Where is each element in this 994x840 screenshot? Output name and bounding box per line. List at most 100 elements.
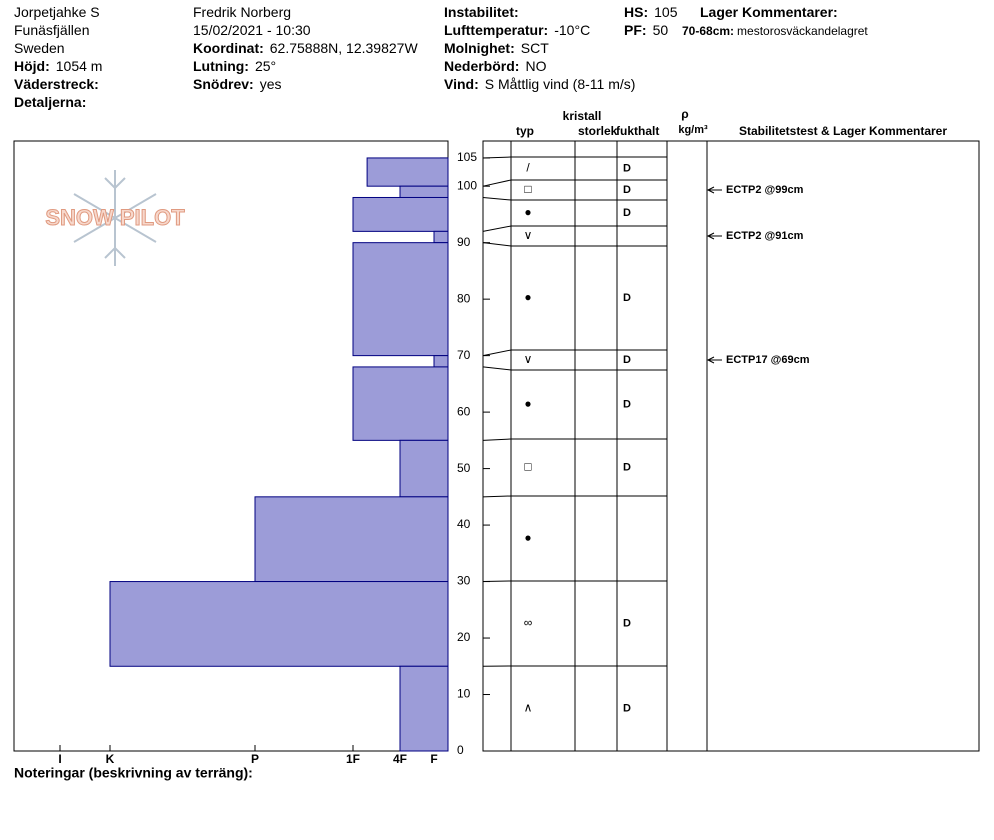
- test-arrow-head: [706, 186, 715, 194]
- header-label: Väderstreck:: [14, 76, 99, 92]
- header-label: Instabilitet:: [444, 4, 519, 20]
- grain-type: ●: [524, 397, 531, 411]
- header-line: 70-68cm: mestorosväckandelagret: [682, 22, 868, 40]
- logo-text: SNOW PILOT: [45, 205, 185, 230]
- wetness: D: [623, 461, 631, 473]
- hardness-bar: [352, 242, 449, 357]
- header-label: Lutning:: [193, 58, 249, 74]
- hardness-bar: [433, 355, 449, 368]
- hardness-bar: [254, 496, 449, 583]
- stability-test: ECTP2 @99cm: [726, 184, 804, 196]
- col-header: typ: [516, 124, 534, 138]
- test-arrow-head: [706, 356, 715, 364]
- hardness-bar: [352, 366, 449, 441]
- header-value: 25°: [254, 58, 277, 74]
- footer: Noteringar (beskrivning av terräng):: [14, 765, 253, 781]
- header-line: Nederbörd: NO: [444, 57, 546, 75]
- y-tick-label: 40: [457, 517, 471, 531]
- header-label: Lufttemperatur:: [444, 22, 549, 38]
- y-tick-label: 80: [457, 291, 471, 305]
- header-text: Sweden: [14, 40, 65, 56]
- y-tick-label: 50: [457, 461, 471, 475]
- hardness-bar: [433, 230, 449, 244]
- y-tick-label: 70: [457, 348, 471, 362]
- header-line: Sweden: [14, 39, 65, 57]
- hardness-bar: [366, 157, 449, 187]
- layer-connector: [482, 242, 667, 247]
- header-label: Lager Kommentarer:: [700, 4, 838, 20]
- header-label: Höjd:: [14, 58, 50, 74]
- layer-connector: [482, 580, 667, 583]
- header-value: SCT: [520, 40, 549, 56]
- hardness-bar: [352, 196, 449, 232]
- x-tick-label: I: [58, 752, 61, 766]
- col-header: kg/m³: [678, 124, 708, 136]
- hardness-bar: [399, 439, 449, 498]
- x-tick-label: 1F: [346, 752, 360, 766]
- header-value: NO: [525, 58, 547, 74]
- header-line: HS: 105: [624, 3, 677, 21]
- x-tick-label: F: [430, 752, 437, 766]
- layer-connector: [482, 366, 667, 371]
- header-value: 1054 m: [55, 58, 103, 74]
- header-value: 62.75888N, 12.39827W: [269, 40, 418, 56]
- col-header: Stabilitetstest & Lager Kommentarer: [739, 124, 947, 138]
- y-tick-label: 60: [457, 404, 471, 418]
- hardness-bar: [399, 185, 449, 198]
- header-label: Koordinat:: [193, 40, 264, 56]
- grain-type: □: [524, 182, 531, 196]
- header-line: Detaljerna:: [14, 93, 92, 111]
- header-label: Vind:: [444, 76, 479, 92]
- layer-connector: [482, 438, 667, 441]
- layer-connector: [482, 349, 667, 357]
- header-label: PF:: [624, 22, 647, 38]
- header-line: PF: 50: [624, 21, 668, 39]
- header-value: yes: [259, 76, 282, 92]
- header-line: Snödrev: yes: [193, 75, 281, 93]
- header-line: Molnighet: SCT: [444, 39, 549, 57]
- header-text: Jorpetjahke S: [14, 4, 100, 20]
- wetness: D: [623, 162, 631, 174]
- header-line: Fredrik Norberg: [193, 3, 291, 21]
- header-value: -10°C: [554, 22, 591, 38]
- header-label: Nederbörd:: [444, 58, 520, 74]
- header-line: Jorpetjahke S: [14, 3, 100, 21]
- grain-type: /: [526, 161, 530, 175]
- grain-type: □: [524, 460, 531, 474]
- y-tick-label: 100: [457, 178, 477, 192]
- layer-connector: [482, 156, 667, 159]
- wetness: D: [623, 354, 631, 366]
- header-value: 105: [654, 4, 678, 20]
- header-line: Lutning: 25°: [193, 57, 276, 75]
- wetness: D: [623, 207, 631, 219]
- grain-type: ●: [524, 205, 531, 219]
- y-tick-label: 0: [457, 743, 464, 757]
- header-text: Fredrik Norberg: [193, 4, 292, 20]
- header-label: Molnighet:: [444, 40, 515, 56]
- y-tick-label: 105: [457, 150, 477, 164]
- grain-type: ●: [524, 531, 531, 545]
- grain-type: ●: [524, 290, 531, 304]
- x-tick-label: K: [106, 752, 115, 766]
- grain-type: ∞: [524, 616, 533, 630]
- test-arrow-head: [706, 232, 715, 240]
- wetness: D: [623, 292, 631, 304]
- header-value: S Måttlig vind (8-11 m/s): [484, 76, 636, 92]
- header-line: Höjd: 1054 m: [14, 57, 102, 75]
- grain-type: ∨: [524, 352, 533, 366]
- header-label: 70-68cm:: [682, 24, 735, 38]
- wetness: D: [623, 702, 631, 714]
- col-header: kristall: [563, 109, 602, 123]
- table-frame: [482, 140, 980, 752]
- y-tick-label: 90: [457, 235, 471, 249]
- layer-connector: [482, 196, 667, 201]
- grain-type: ∨: [524, 228, 533, 242]
- wetness: D: [623, 398, 631, 410]
- col-header: storlek: [578, 124, 618, 138]
- header-value: 50: [652, 22, 669, 38]
- layer-connector: [482, 495, 667, 498]
- y-tick-label: 30: [457, 574, 471, 588]
- header-line: Lufttemperatur: -10°C: [444, 21, 590, 39]
